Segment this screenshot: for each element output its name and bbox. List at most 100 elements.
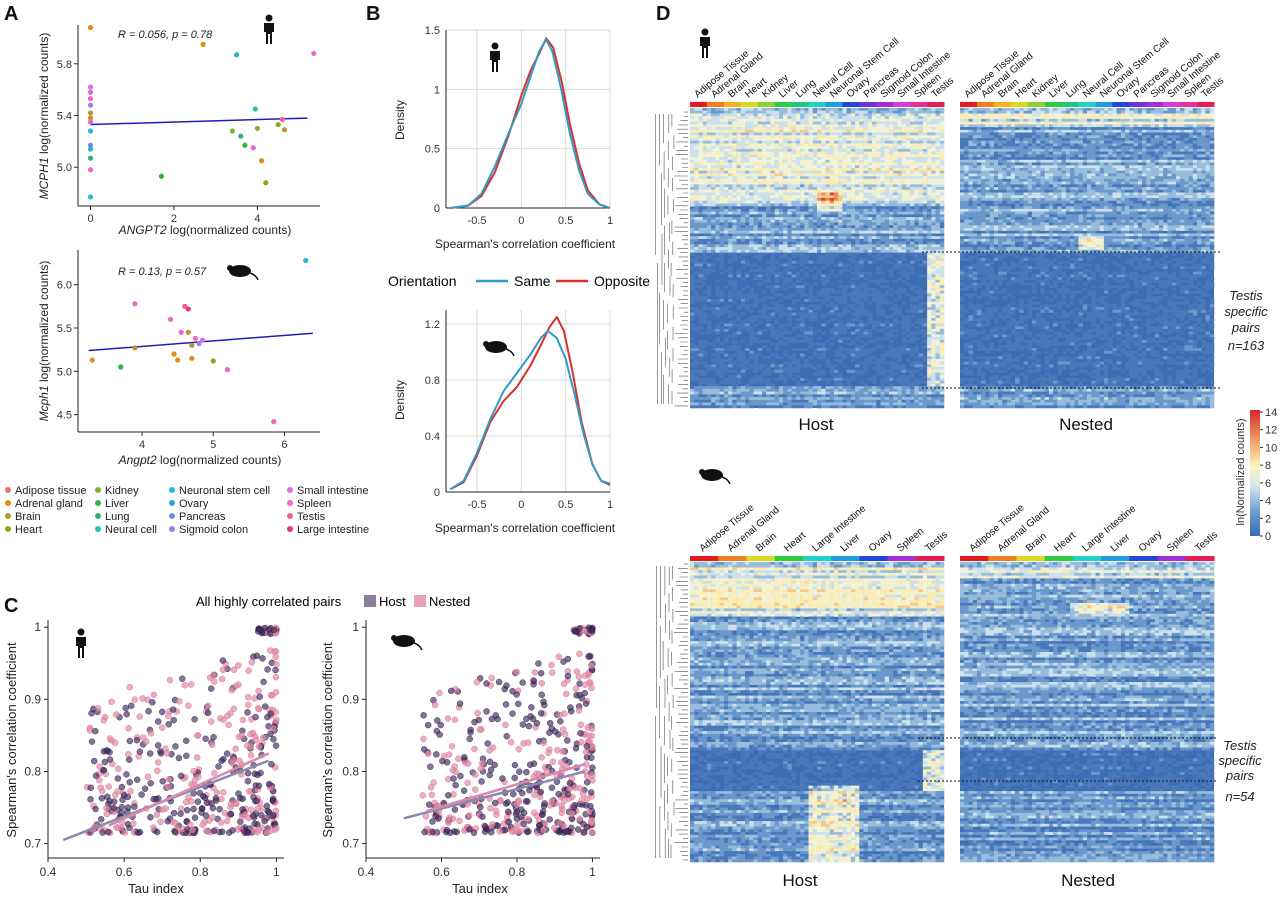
heatmap-cell bbox=[927, 258, 932, 261]
heatmap-cell bbox=[931, 168, 936, 171]
heatmap-cell bbox=[745, 146, 750, 150]
heatmap-cell bbox=[800, 189, 805, 193]
x-tick-label: 1 bbox=[273, 865, 280, 879]
heatmap-cell bbox=[880, 127, 885, 131]
heatmap-cell bbox=[821, 203, 826, 207]
heatmap-cell bbox=[808, 222, 813, 226]
nested-point bbox=[513, 827, 521, 834]
heatmap-cell bbox=[719, 162, 725, 166]
heatmap-cell bbox=[766, 279, 771, 283]
heatmap-cell bbox=[825, 162, 830, 166]
heatmap-cell bbox=[905, 165, 911, 169]
heatmap-cell bbox=[812, 170, 818, 174]
heatmap-cell bbox=[867, 181, 873, 185]
heatmap-cell bbox=[698, 165, 703, 169]
heatmap-cell bbox=[859, 173, 864, 177]
heatmap-cell bbox=[749, 228, 754, 231]
heatmap-cell bbox=[757, 124, 763, 128]
heatmap-cell bbox=[880, 187, 885, 191]
heatmap-cell bbox=[804, 157, 809, 161]
heatmap-cell bbox=[939, 154, 945, 158]
heatmap-cell bbox=[935, 230, 940, 234]
heatmap-cell bbox=[931, 113, 936, 117]
host-point bbox=[165, 721, 172, 728]
heatmap-cell bbox=[821, 143, 826, 147]
host-point bbox=[87, 796, 94, 803]
heatmap-cell bbox=[706, 263, 712, 267]
heatmap-cell bbox=[783, 154, 788, 158]
heatmap-cell bbox=[897, 127, 902, 131]
heatmap-cell bbox=[762, 132, 767, 136]
heatmap-cell bbox=[812, 162, 818, 166]
heatmap-cell bbox=[762, 118, 767, 122]
heatmap-cell bbox=[931, 266, 936, 270]
heatmap-cell bbox=[939, 288, 945, 291]
heatmap-cell bbox=[855, 146, 860, 150]
host-point bbox=[520, 820, 527, 828]
heatmap-cell bbox=[821, 222, 826, 226]
heatmap-cell bbox=[817, 225, 822, 229]
heatmap-cell bbox=[939, 148, 945, 152]
heatmap-cell bbox=[884, 170, 890, 174]
heatmap-cell bbox=[893, 247, 898, 251]
heatmap-cell bbox=[833, 173, 839, 177]
heatmap-cell bbox=[766, 189, 771, 193]
heatmap-cell bbox=[808, 260, 813, 264]
heatmap-cell bbox=[838, 222, 843, 226]
nested-point bbox=[105, 783, 112, 790]
host-point bbox=[436, 731, 443, 738]
heatmap-cell bbox=[757, 140, 763, 144]
heatmap-cell bbox=[905, 211, 911, 215]
heatmap-cell bbox=[939, 184, 945, 188]
heatmap-cell bbox=[736, 184, 742, 188]
heatmap-cell bbox=[838, 238, 843, 242]
heatmap-cell bbox=[884, 189, 890, 193]
legend-label: Kidney bbox=[105, 485, 139, 497]
heatmap-cell bbox=[927, 203, 932, 207]
heatmap-cell bbox=[732, 170, 737, 174]
heatmap-cell bbox=[723, 222, 729, 226]
heatmap-cell bbox=[690, 244, 695, 248]
heatmap-cell bbox=[800, 187, 805, 191]
heatmap-cell bbox=[808, 124, 813, 128]
heatmap-cell bbox=[901, 258, 907, 261]
heatmap-cell bbox=[880, 173, 885, 177]
human-icon bbox=[76, 628, 86, 658]
heatmap-cell bbox=[931, 162, 936, 166]
heatmap-cell bbox=[745, 170, 750, 174]
heatmap-cell bbox=[723, 178, 729, 182]
heatmap-cell bbox=[833, 118, 839, 122]
heatmap-cell bbox=[918, 293, 924, 297]
heatmap-cell bbox=[833, 148, 839, 152]
heatmap-cell bbox=[711, 118, 716, 122]
c-human-x-label: Tau index bbox=[128, 881, 184, 896]
heatmap-cell bbox=[863, 151, 869, 155]
heatmap-cell bbox=[905, 159, 911, 163]
nested-point bbox=[211, 769, 218, 777]
heatmap-cell bbox=[893, 217, 898, 221]
heatmap-cell bbox=[736, 132, 742, 136]
heatmap-cell bbox=[740, 288, 746, 291]
heatmap-cell bbox=[914, 214, 919, 218]
heatmap-cell bbox=[766, 129, 771, 133]
heatmap-cell bbox=[766, 162, 771, 166]
heatmap-cell bbox=[850, 290, 856, 294]
heatmap-cell bbox=[694, 132, 699, 136]
heatmap-cell bbox=[795, 162, 801, 166]
host-point bbox=[120, 792, 128, 799]
nested-point bbox=[272, 673, 280, 681]
heatmap-cell bbox=[766, 228, 771, 231]
heatmap-cell bbox=[901, 288, 907, 291]
data-point bbox=[87, 119, 94, 125]
heatmap-cell bbox=[850, 178, 856, 182]
heatmap-cell bbox=[897, 178, 902, 182]
heatmap-cell bbox=[846, 168, 852, 171]
heatmap-cell bbox=[918, 206, 924, 210]
heatmap-cell bbox=[762, 127, 767, 131]
nested-point bbox=[538, 680, 545, 687]
heatmap-cell bbox=[766, 181, 771, 185]
heatmap-cell bbox=[825, 140, 830, 144]
host-point bbox=[136, 828, 144, 836]
heatmap-cell bbox=[931, 165, 936, 169]
heatmap-cell bbox=[719, 170, 725, 174]
